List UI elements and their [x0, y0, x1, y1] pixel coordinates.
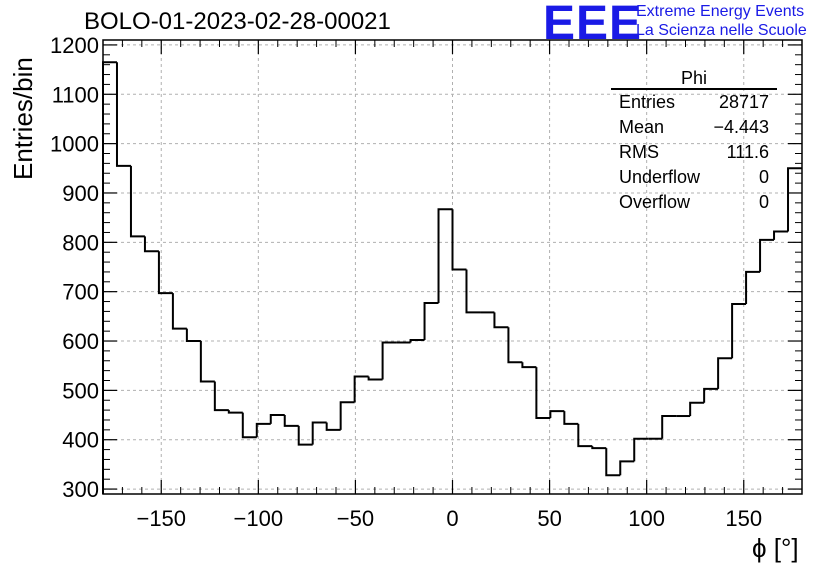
stats-row-overflow: Overflow 0 — [611, 190, 777, 215]
stats-row-underflow: Underflow 0 — [611, 165, 777, 190]
stats-value: 28717 — [718, 92, 769, 112]
y-tick-label: 1000 — [50, 132, 99, 157]
x-tick-label: −100 — [234, 506, 284, 531]
y-tick-label: 400 — [62, 428, 99, 453]
histogram-bin — [787, 167, 802, 232]
histogram-bin — [689, 401, 705, 417]
stats-row-rms: RMS 111.6 — [611, 140, 777, 165]
histogram-bin — [577, 423, 593, 448]
stats-box: Phi Entries 28717 Mean −4.443 RMS 111.6 … — [611, 68, 777, 215]
histogram-bin — [115, 62, 131, 167]
histogram-bin — [102, 61, 117, 494]
histogram-bin — [213, 381, 229, 412]
x-tick-label: −150 — [136, 506, 186, 531]
y-tick-label: 700 — [62, 280, 99, 305]
x-tick-label: −50 — [337, 506, 374, 531]
x-tick-label: 50 — [537, 506, 561, 531]
y-tick-label: 1100 — [52, 82, 99, 107]
y-tick-label: 1200 — [50, 33, 99, 58]
histogram-bin — [269, 414, 285, 424]
histogram-bin — [157, 251, 173, 295]
logo-line-1: Extreme Energy Events — [636, 3, 805, 20]
histogram-bin — [703, 387, 719, 403]
histogram-bin — [591, 446, 607, 450]
stats-label: RMS — [619, 142, 659, 162]
histogram-bin — [227, 410, 243, 414]
y-tick-label: 500 — [62, 378, 99, 403]
y-tick-label: 800 — [62, 230, 99, 255]
x-tick-label: 150 — [725, 506, 762, 531]
y-tick-label: 900 — [62, 181, 99, 206]
stats-value: −4.443 — [713, 117, 769, 137]
histogram-bin — [437, 208, 453, 304]
histogram-bin — [493, 312, 509, 329]
histogram-bin — [535, 367, 551, 420]
x-tick-label: 0 — [446, 506, 458, 531]
histogram-bin — [423, 302, 439, 341]
histogram-bin — [353, 375, 369, 403]
logo-line-2: La Scienza nelle Scuole — [636, 22, 807, 39]
histogram-bin — [283, 415, 299, 427]
histogram-bin — [731, 303, 747, 359]
histogram-bin — [409, 339, 425, 343]
histogram-bin — [129, 165, 145, 238]
x-axis-label: ϕ [°] — [752, 533, 799, 563]
stats-row-entries: Entries 28717 — [611, 90, 777, 115]
stats-label: Underflow — [619, 167, 701, 187]
histogram-bin — [143, 236, 159, 253]
histogram-bin — [255, 422, 271, 438]
histogram-bin — [745, 270, 761, 305]
histogram-bin — [367, 376, 383, 381]
stats-value: 111.6 — [726, 142, 769, 162]
histogram-bin — [717, 357, 733, 389]
histogram-bin — [549, 410, 565, 419]
histogram-bin — [465, 269, 481, 314]
histogram-bin — [563, 411, 579, 425]
histogram-bin — [451, 209, 467, 271]
histogram-bin — [773, 230, 789, 240]
histogram-bin — [185, 328, 201, 343]
histogram-bin — [633, 437, 649, 462]
histogram-bin — [325, 422, 341, 431]
histogram-bin — [507, 327, 523, 364]
logo-subtitle: Extreme Energy Events La Scienza nelle S… — [636, 2, 807, 40]
histogram-bin — [759, 238, 775, 272]
x-tick-label: 100 — [628, 506, 665, 531]
histogram-bin — [605, 448, 621, 477]
histogram-bin — [521, 362, 537, 369]
stats-row-mean: Mean −4.443 — [611, 115, 777, 140]
chart-title: BOLO-01-2023-02-28-00021 — [84, 8, 391, 35]
histogram-bin — [199, 341, 215, 383]
stats-value: 0 — [758, 167, 769, 187]
stats-label: Overflow — [619, 192, 691, 212]
y-tick-label: 600 — [62, 329, 99, 354]
stats-title: Phi — [611, 68, 777, 90]
histogram-bin — [619, 460, 635, 476]
eee-logo: EEE — [543, 0, 643, 50]
histogram-bin — [661, 415, 677, 439]
histogram-bin — [311, 421, 327, 445]
y-axis-label: Entries/bin — [8, 57, 38, 180]
stats-label: Entries — [619, 92, 676, 112]
y-tick-label: 300 — [62, 477, 99, 502]
histogram-bin — [241, 412, 257, 439]
stats-label: Mean — [619, 117, 665, 137]
histogram-bin — [171, 293, 187, 330]
histogram-bin — [381, 341, 397, 380]
histogram-bin — [297, 425, 313, 446]
stats-value: 0 — [758, 192, 769, 212]
histogram-bin — [339, 401, 355, 430]
